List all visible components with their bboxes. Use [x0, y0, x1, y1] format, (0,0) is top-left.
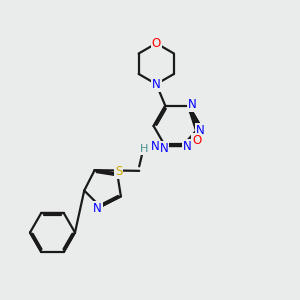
Text: N: N — [196, 124, 205, 137]
Text: N: N — [152, 78, 161, 91]
Text: N: N — [150, 140, 159, 153]
Text: N: N — [183, 140, 191, 153]
Text: N: N — [188, 98, 197, 111]
Text: N: N — [159, 142, 168, 155]
Text: S: S — [115, 165, 122, 178]
Text: O: O — [152, 37, 161, 50]
Text: O: O — [192, 134, 201, 146]
Text: H: H — [140, 144, 148, 154]
Text: N: N — [93, 202, 102, 215]
